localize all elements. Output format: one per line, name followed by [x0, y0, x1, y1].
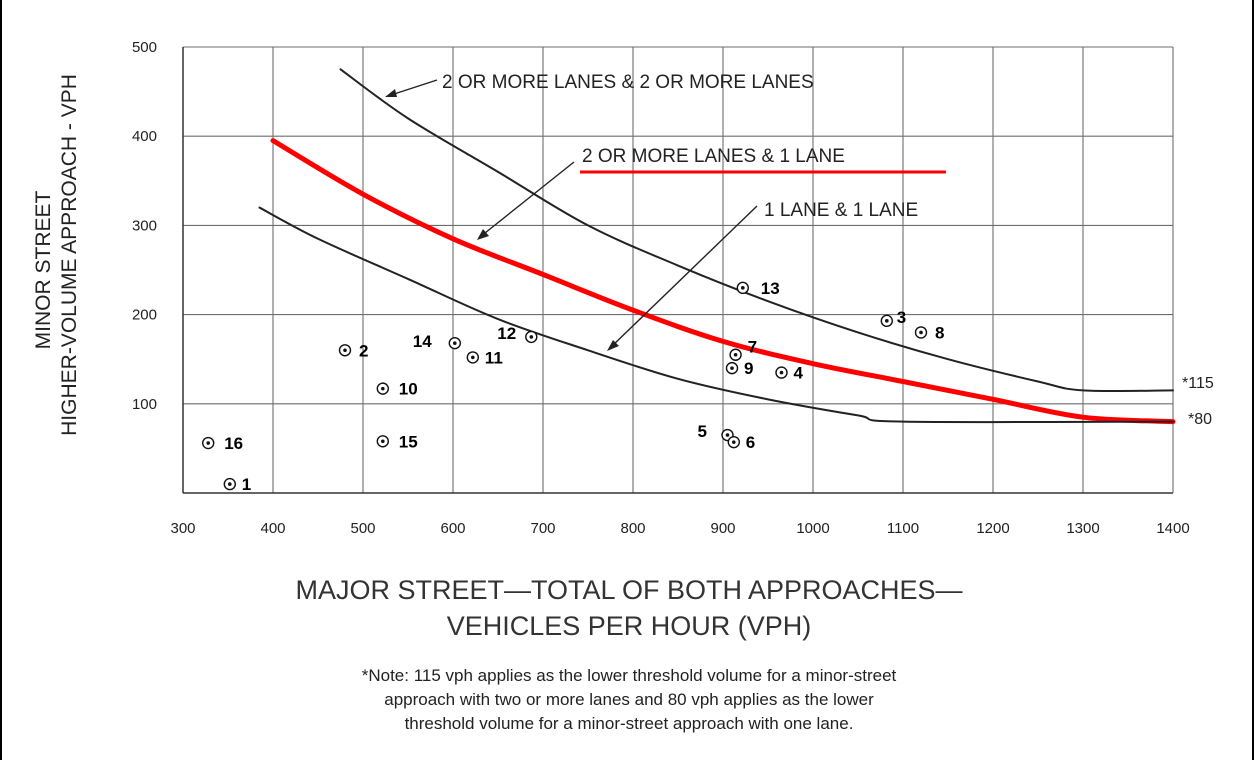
x-tick-labels: 300 400 500 600 700 800 900 1000 1100 1200 1300 140… [170, 520, 1189, 537]
data-point-dot-11 [471, 355, 475, 360]
data-point-label-14: 14 [413, 332, 432, 351]
label-1-lane-1-lane: 1 LANE & 1 LANE [764, 200, 918, 221]
data-point-label-11: 11 [485, 348, 503, 367]
x-axis-label-line-2: VEHICLES PER HOUR (VPH) [446, 611, 812, 641]
label-2-or-more-2-or-more: 2 OR MORE LANES & 2 OR MORE LANES [442, 72, 814, 93]
data-point-label-16: 16 [224, 434, 243, 453]
data-point-dot-7 [733, 352, 738, 357]
axes [182, 47, 1174, 494]
data-point-dot-5 [725, 433, 730, 437]
y-tick-500: 500 [132, 39, 157, 56]
x-tick-600: 600 [440, 520, 465, 537]
x-tick-1300: 1300 [1066, 520, 1099, 537]
data-point-label-3: 3 [897, 308, 906, 327]
data-point-dot-4 [779, 370, 784, 375]
y-axis-label-line-2: HIGHER-VOLUME APPROACH - VPH [58, 74, 81, 436]
data-point-label-9: 9 [744, 359, 753, 378]
threshold-label-80: *80 [1188, 411, 1212, 428]
label-2-or-more-1-lane: 2 OR MORE LANES & 1 LANE [582, 146, 845, 167]
threshold-label-115: *115 [1182, 375, 1214, 392]
data-point-dot-12 [529, 335, 534, 339]
data-point-label-8: 8 [935, 323, 944, 342]
y-tick-100: 100 [132, 396, 157, 413]
y-axis-label: MINOR STREET HIGHER-VOLUME APPROACH - VP… [32, 74, 81, 436]
data-point-dot-16 [206, 441, 210, 445]
curve-labels: 2 OR MORE LANES & 2 OR MORE LANES 2 OR M… [385, 72, 946, 351]
x-tick-1400: 1400 [1156, 520, 1189, 537]
x-tick-800: 800 [620, 520, 645, 537]
data-point-dot-15 [381, 439, 385, 444]
y-axis-label-line-1: MINOR STREET [32, 190, 55, 349]
leader-lines [385, 79, 758, 351]
x-axis-label-line-1: MAJOR STREET—TOTAL OF BOTH APPROACHES— [295, 575, 963, 605]
data-point-dot-2 [343, 348, 347, 353]
y-tick-300: 300 [132, 217, 157, 234]
x-tick-1000: 1000 [796, 520, 829, 537]
data-point-label-6: 6 [746, 433, 755, 452]
footnote-line-1: *Note: 115 vph applies as the lower thre… [361, 666, 897, 685]
data-point-label-7: 7 [748, 338, 757, 357]
y-tick-200: 200 [132, 307, 157, 324]
data-point-label-4: 4 [794, 364, 804, 383]
data-point-dot-13 [741, 286, 745, 290]
data-point-dot-9 [730, 366, 734, 370]
data-point-dot-3 [885, 319, 889, 323]
y-tick-400: 400 [132, 128, 157, 145]
x-axis-label: MAJOR STREET—TOTAL OF BOTH APPROACHES— V… [2, 572, 1254, 644]
curve-1-lane-1-lane [258, 206, 1174, 424]
x-tick-1100: 1100 [887, 520, 919, 537]
x-tick-500: 500 [350, 520, 375, 537]
x-tick-900: 900 [710, 520, 735, 537]
data-point-dot-1 [228, 482, 232, 486]
footnote-line-2: approach with two or more lanes and 80 v… [384, 690, 874, 709]
curve-2-or-more-2-or-more [339, 68, 1174, 393]
grid [183, 46, 1173, 493]
data-point-label-10: 10 [399, 380, 418, 399]
x-tick-700: 700 [530, 520, 555, 537]
data-point-label-2: 2 [359, 341, 368, 360]
data-point-dot-6 [732, 440, 736, 444]
data-point-label-13: 13 [761, 279, 780, 298]
threshold-labels: *115 *80 [1182, 375, 1214, 428]
curves [258, 68, 1176, 425]
data-point-dot-10 [381, 386, 385, 391]
data-point-label-15: 15 [399, 432, 418, 451]
data-point-label-5: 5 [698, 422, 707, 441]
footnote: *Note: 115 vph applies as the lower thre… [2, 664, 1254, 736]
data-point-label-12: 12 [497, 324, 516, 343]
x-tick-1200: 1200 [976, 520, 1009, 537]
data-point-dot-8 [919, 330, 923, 335]
x-tick-400: 400 [260, 520, 285, 537]
footnote-line-3: threshold volume for a minor-street appr… [404, 714, 854, 733]
data-point-label-1: 1 [242, 475, 251, 494]
x-tick-300: 300 [170, 520, 195, 537]
y-tick-labels: 100 200 300 400 500 [132, 39, 157, 413]
data-point-dot-14 [453, 341, 457, 345]
curve-2-or-more-1-lane [270, 138, 1176, 425]
